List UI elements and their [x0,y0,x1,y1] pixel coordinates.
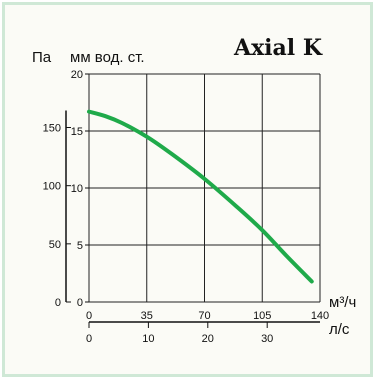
y-right-label: мм вод. ст. [70,49,145,66]
y-left-tick-label: 50 [49,239,61,251]
x-bottom-label: м³/ч [329,294,356,311]
x-tick-label: 70 [198,310,210,322]
y-right-tick-label: 20 [71,69,83,81]
x2-tick-label: 20 [202,333,214,345]
x-bottom2-label: л/с [329,321,350,338]
tick-labels: 0 35 70 105 140 0 10 20 30 0 5 10 15 20 0 50 100 150 [43,69,330,345]
x-tick-label: 35 [141,310,153,322]
x-tick-label: 105 [253,310,271,322]
y-left-tick-label: 0 [55,297,61,309]
series-layer [87,109,314,284]
y-right-tick-label: 0 [77,297,83,309]
series-line [87,109,314,284]
chart-frame [2,2,373,377]
y-right-tick-label: 10 [71,183,83,195]
axes [65,73,320,328]
y-left-tick-label: 100 [43,181,61,193]
y-left-tick-label: 150 [43,123,61,135]
chart-title: Axial K [233,35,323,61]
x2-tick-label: 0 [86,333,92,345]
y-right-tick-label: 15 [71,126,83,138]
x-tick-label: 140 [311,310,329,322]
y-right-tick-label: 5 [77,240,83,252]
x-tick-label: 0 [86,310,92,322]
x2-tick-label: 30 [261,333,273,345]
grid [88,73,321,303]
x2-tick-label: 10 [142,333,154,345]
y-left-label: Па [32,49,52,66]
